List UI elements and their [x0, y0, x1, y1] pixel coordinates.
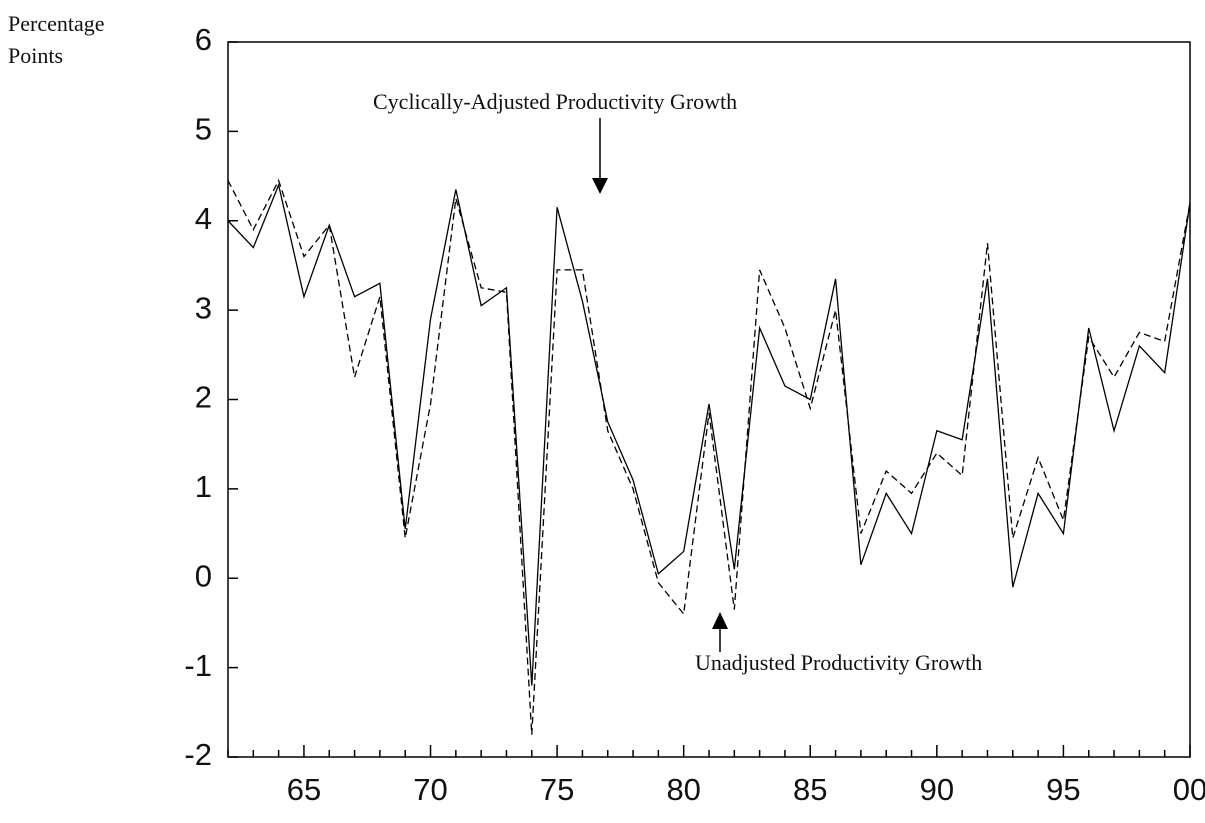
annotation: Cyclically-Adjusted Productivity Growth: [373, 89, 737, 114]
y-tick-label: 2: [195, 380, 212, 415]
x-tick-label: 70: [413, 772, 447, 807]
arrow-head: [592, 178, 608, 194]
x-tick-label: 85: [793, 772, 827, 807]
x-tick-label: 80: [666, 772, 700, 807]
x-tick-label: 75: [540, 772, 574, 807]
y-tick-label: 0: [195, 558, 212, 593]
series-line: [227, 182, 1191, 686]
y-tick-label: 1: [195, 469, 212, 504]
y-tick-label: -2: [184, 737, 212, 772]
y-tick-label: 3: [195, 290, 212, 325]
series-line: [227, 178, 1191, 735]
y-tick-label: -1: [184, 648, 212, 683]
y-axis-label: Percentage: [8, 11, 105, 36]
x-tick-label: 65: [287, 772, 321, 807]
y-tick-label: 5: [195, 112, 212, 147]
y-tick-label: 4: [195, 201, 212, 236]
arrow-head: [712, 612, 728, 629]
x-tick-label: 90: [920, 772, 954, 807]
x-tick-label: 00: [1173, 772, 1205, 807]
annotation: Unadjusted Productivity Growth: [695, 650, 982, 675]
y-tick-label: 6: [195, 22, 212, 57]
x-tick-label: 95: [1046, 772, 1080, 807]
y-axis-label: Points: [8, 43, 63, 68]
